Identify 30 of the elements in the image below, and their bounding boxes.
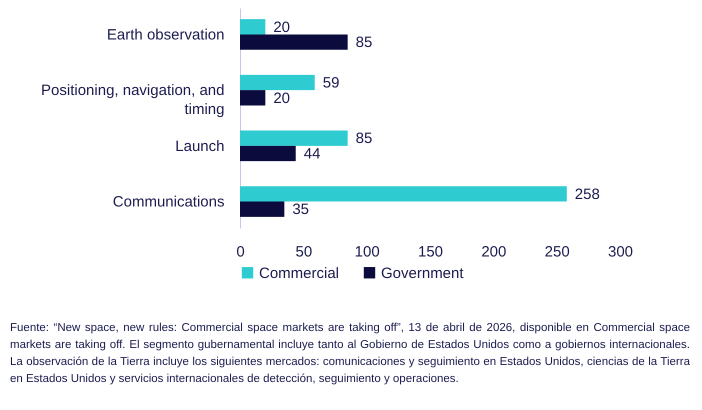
x-tick-label: 250	[544, 244, 570, 260]
source-note: Fuente: “New space, new rules: Commercial space markets are taking off”, 13 de abril de 2026, disponible en Commercial space markets are taking off. El segmento gubernamental incluye tanto al Gobierno de Estados Unidos como a gobiernos internacionales. La observación de la Tierra incluye los siguientes mercados: comunicaciones y seguimiento en Estados Unidos, ciencias de la Tierra en Estados Unidos y servicios internacionales de detección, seguimiento y operaciones.	[10, 321, 690, 387]
data-label: 59	[322, 74, 340, 92]
bar	[240, 146, 296, 162]
data-label: 20	[273, 18, 290, 36]
x-tick-label: 150	[418, 244, 444, 260]
y-tick-label: Earth observation	[106, 26, 224, 44]
data-label: 44	[304, 146, 320, 163]
bar	[240, 34, 348, 50]
bar	[240, 202, 284, 217]
legend-label: Commercial	[259, 264, 340, 282]
bar	[240, 130, 348, 146]
data-label: 258	[574, 186, 600, 203]
bar	[240, 186, 567, 202]
data-label: 35	[292, 201, 310, 218]
y-tick-label: Launch	[175, 138, 224, 155]
bar	[240, 74, 315, 90]
x-tick-label: 300	[608, 244, 634, 260]
data-label: 20	[273, 90, 290, 107]
data-label: 85	[356, 34, 372, 52]
legend-label: Government	[381, 264, 464, 282]
x-tick-label: 0	[236, 244, 245, 260]
bar	[240, 19, 266, 34]
data-label: 85	[356, 130, 372, 148]
x-tick-label: 50	[295, 244, 312, 260]
x-tick-label: 100	[354, 244, 380, 260]
bar	[240, 90, 266, 106]
y-tick-label: Communications	[112, 194, 224, 211]
x-tick-label: 200	[481, 244, 506, 260]
y-tick-label: Positioning, navigation, and timing	[41, 82, 224, 118]
